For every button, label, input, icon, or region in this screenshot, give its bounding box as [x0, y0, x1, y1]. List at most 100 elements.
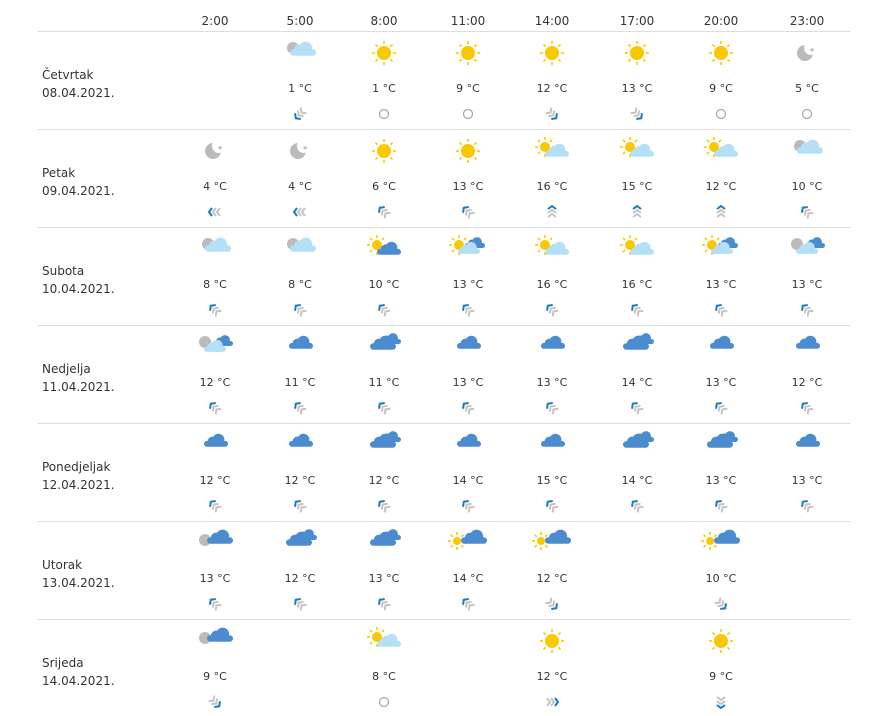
wind-down-right-icon [542, 596, 562, 610]
forecast-cell: 14 °C [433, 522, 503, 620]
temperature: 4 °C [203, 180, 227, 193]
wind-up-left-icon [374, 302, 394, 317]
forecast-cell: 6 °C [349, 130, 419, 228]
wind-down-right-icon [711, 596, 731, 610]
sun-icon [532, 626, 572, 656]
sun-icon [448, 38, 488, 68]
svg-text:★: ★ [809, 46, 815, 54]
forecast-cell: 13 °C [686, 326, 756, 424]
wind-up-left-icon [711, 498, 731, 513]
temperature: 6 °C [372, 180, 396, 193]
cloud-icon [195, 430, 235, 460]
moon-icon: ★ [195, 136, 235, 166]
cloud-icon [532, 332, 572, 362]
forecast-cell: 8 °C [265, 228, 335, 326]
forecast-cell: 10 °C [772, 130, 842, 228]
day-label: Utorak 13.04.2021. [42, 556, 115, 592]
sun-clouds-icon [701, 234, 741, 264]
forecast-cell: 12 °C [349, 424, 419, 522]
moon-icon: ★ [280, 136, 320, 166]
temperature: 13 °C [705, 474, 737, 487]
wind-left-icon [290, 204, 310, 218]
night-rain-icon [195, 626, 235, 656]
sun-cloud-icon [617, 136, 657, 166]
day-label: Srijeda 14.04.2021. [42, 654, 115, 690]
forecast-cell: 13 °C [602, 32, 672, 130]
temperature: 12 °C [536, 670, 568, 683]
sun-icon [532, 38, 572, 68]
temperature: 14 °C [621, 376, 653, 389]
forecast-cell: 13 °C [517, 326, 587, 424]
day-name: Srijeda [42, 656, 84, 670]
temperature: 14 °C [452, 572, 484, 585]
forecast-cell: 11 °C [265, 326, 335, 424]
forecast-cell: 8 °C [180, 228, 250, 326]
forecast-cell: 16 °C [517, 130, 587, 228]
forecast-cell: 13 °C [349, 522, 419, 620]
temperature: 4 °C [288, 180, 312, 193]
wind-up-left-icon [374, 498, 394, 513]
day-label: Ponedjeljak 12.04.2021. [42, 458, 115, 494]
temperature: 13 °C [705, 278, 737, 291]
temperature: 13 °C [368, 572, 400, 585]
sun-icon [617, 38, 657, 68]
wind-up-left-icon [797, 302, 817, 317]
wind-up-left-icon [290, 302, 310, 317]
forecast-cell: 15 °C [602, 130, 672, 228]
forecast-cell: 9 °C [686, 32, 756, 130]
hour-header: 23:00 [789, 14, 825, 28]
cloud-icon [532, 430, 572, 460]
wind-up-left-icon [458, 302, 478, 317]
forecast-cell: 13 °C [772, 424, 842, 522]
forecast-cell: 16 °C [602, 228, 672, 326]
sun-icon [701, 626, 741, 656]
temperature: 12 °C [199, 474, 231, 487]
cloud-rain-icon [364, 430, 404, 460]
forecast-cell: 16 °C [517, 228, 587, 326]
cloud-rain-icon [701, 430, 741, 460]
temperature: 13 °C [452, 376, 484, 389]
forecast-cell: 9 °C [433, 32, 503, 130]
sun-bluecloud-icon [364, 234, 404, 264]
night-rain-icon [195, 528, 235, 558]
temperature: 13 °C [536, 376, 568, 389]
temperature: 9 °C [456, 82, 480, 95]
wind-up-left-icon [542, 302, 562, 317]
wind-up-left-icon [458, 498, 478, 513]
wind-up-left-icon [205, 596, 225, 611]
forecast-cell: 9 °C [686, 620, 756, 716]
forecast-cell: 12 °C [265, 522, 335, 620]
temperature: 16 °C [536, 278, 568, 291]
sun-cloud-icon [617, 234, 657, 264]
hour-header: 14:00 [534, 14, 570, 28]
day-date: 09.04.2021. [42, 184, 115, 198]
wind-calm-icon [711, 106, 731, 120]
day-label: Nedjelja 11.04.2021. [42, 360, 115, 396]
day-name: Subota [42, 264, 85, 278]
sun-icon [701, 38, 741, 68]
wind-up-left-icon [205, 498, 225, 513]
temperature: 10 °C [368, 278, 400, 291]
day-label: Četvrtak 08.04.2021. [42, 66, 115, 102]
day-row: Nedjelja 11.04.2021. 12 °C 11 °C 11 °C 13 °C 1… [38, 325, 850, 424]
forecast-cell: 12 °C [772, 326, 842, 424]
temperature: 15 °C [621, 180, 653, 193]
forecast-cell: 12 °C [686, 130, 756, 228]
temperature: 13 °C [621, 82, 653, 95]
day-date: 12.04.2021. [42, 478, 115, 492]
wind-up-icon [542, 204, 562, 218]
moon-icon: ★ [787, 38, 827, 68]
wind-up-icon [627, 204, 647, 218]
wind-up-left-icon [711, 302, 731, 317]
sun-icon [448, 136, 488, 166]
hour-header: 8:00 [370, 14, 398, 28]
day-name: Četvrtak [42, 68, 94, 82]
temperature: 8 °C [203, 278, 227, 291]
forecast-cell: 14 °C [602, 326, 672, 424]
forecast-cell: 12 °C [180, 326, 250, 424]
temperature: 8 °C [372, 670, 396, 683]
temperature: 14 °C [452, 474, 484, 487]
forecast-cell: 12 °C [517, 32, 587, 130]
wind-up-left-icon [290, 400, 310, 415]
